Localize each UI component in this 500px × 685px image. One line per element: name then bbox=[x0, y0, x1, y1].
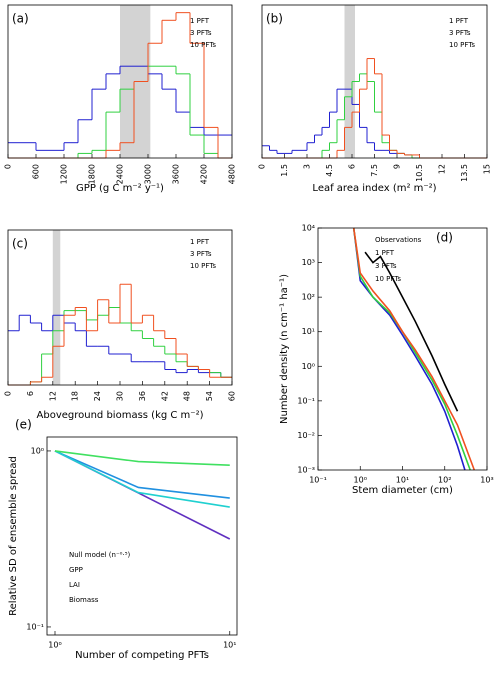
x-tick-label: 60 bbox=[228, 391, 237, 401]
panel-label: (c) bbox=[12, 237, 28, 251]
x-tick-label: 10² bbox=[438, 476, 451, 485]
x-tick-label: 0 bbox=[4, 391, 13, 396]
x-tick-label: 10¹ bbox=[223, 641, 236, 650]
y-axis-label: Relative SD of ensemble spread bbox=[8, 456, 19, 616]
x-tick-label: 24 bbox=[93, 391, 102, 401]
line-series bbox=[54, 450, 230, 499]
plot-frame bbox=[46, 436, 238, 636]
legend-entry: 1 PFT bbox=[190, 238, 210, 246]
y-tick-label: 10² bbox=[302, 293, 315, 302]
reference-band bbox=[52, 230, 61, 385]
legend-entry: 3 PFTs bbox=[449, 29, 471, 37]
line-series bbox=[352, 227, 476, 471]
x-tick-label: 4800 bbox=[228, 164, 237, 184]
line-series bbox=[352, 227, 466, 471]
line-series bbox=[364, 251, 459, 412]
legend-entry: 10 PFTs bbox=[375, 275, 401, 283]
legend-entry: 10 PFTs bbox=[190, 262, 216, 270]
x-tick-label: 30 bbox=[116, 391, 125, 401]
x-tick-label: 10⁰ bbox=[48, 641, 61, 650]
x-tick-label: 600 bbox=[32, 164, 41, 179]
x-tick-label: 10¹ bbox=[396, 476, 409, 485]
x-tick-label: 4.5 bbox=[325, 164, 334, 177]
x-axis-label: Aboveground biomass (kg C m⁻²) bbox=[37, 410, 204, 421]
y-tick-label: 10⁰ bbox=[302, 362, 315, 371]
x-tick-label: 7.5 bbox=[370, 164, 379, 177]
x-tick-label: 1800 bbox=[88, 164, 97, 184]
y-tick-label: 10¹ bbox=[302, 327, 315, 336]
y-tick-label: 10⁻¹ bbox=[26, 622, 44, 631]
panel-label: (e) bbox=[15, 418, 32, 432]
x-tick-label: 12 bbox=[438, 164, 447, 174]
legend-entry: 10 PFTs bbox=[449, 41, 475, 49]
x-tick-label: 1.5 bbox=[280, 164, 289, 177]
x-tick-label: 3600 bbox=[172, 164, 181, 184]
x-tick-label: 42 bbox=[160, 391, 169, 401]
legend-entry: LAI bbox=[69, 581, 80, 589]
x-tick-label: 4200 bbox=[200, 164, 209, 184]
x-tick-label: 10⁰ bbox=[354, 476, 367, 485]
y-axis-label: Number density (n cm⁻¹ ha⁻¹) bbox=[279, 274, 290, 424]
x-tick-label: 10³ bbox=[480, 476, 493, 485]
y-tick-label: 10⁰ bbox=[31, 446, 44, 455]
x-tick-label: 10.5 bbox=[415, 164, 424, 182]
x-tick-label: 54 bbox=[205, 391, 214, 401]
x-axis-label: Number of competing PFTs bbox=[75, 650, 209, 661]
legend-entry: 3 PFTs bbox=[190, 29, 212, 37]
reference-band bbox=[344, 5, 355, 158]
plot-frame bbox=[317, 227, 488, 471]
x-tick-label: 18 bbox=[71, 391, 80, 401]
y-tick-label: 10³ bbox=[302, 258, 315, 267]
legend-entry: 3 PFTs bbox=[190, 250, 212, 258]
legend-entry: 1 PFT bbox=[375, 249, 395, 257]
legend-entry: Biomass bbox=[69, 596, 99, 604]
x-tick-label: 12 bbox=[48, 391, 57, 401]
line-series bbox=[54, 450, 230, 466]
y-tick-label: 10⁻³ bbox=[297, 466, 315, 475]
x-tick-label: 10⁻¹ bbox=[309, 476, 327, 485]
plot-frame bbox=[7, 229, 233, 386]
plot-frame bbox=[7, 4, 233, 159]
plot-frame bbox=[261, 4, 488, 159]
legend-entry: 10 PFTs bbox=[190, 41, 216, 49]
legend-entry: Observations bbox=[375, 236, 422, 244]
panel-label: (b) bbox=[266, 12, 283, 26]
x-tick-label: 0 bbox=[258, 164, 267, 169]
x-tick-label: 6 bbox=[26, 391, 35, 396]
panel-label: (d) bbox=[436, 231, 453, 245]
x-tick-label: 2400 bbox=[116, 164, 125, 184]
x-tick-label: 0 bbox=[4, 164, 13, 169]
legend-entry: Null model (n⁻⁰·⁵) bbox=[69, 551, 131, 559]
x-axis-label: Leaf area index (m² m⁻²) bbox=[312, 183, 436, 194]
panel-label: (a) bbox=[12, 12, 29, 26]
x-tick-label: 1200 bbox=[60, 164, 69, 184]
y-tick-label: 10⁴ bbox=[302, 224, 315, 233]
x-axis-label: GPP (g C m⁻² y⁻¹) bbox=[76, 183, 164, 194]
y-tick-label: 10⁻² bbox=[297, 431, 315, 440]
legend-entry: 1 PFT bbox=[449, 17, 469, 25]
x-tick-label: 3 bbox=[303, 164, 312, 169]
line-series bbox=[54, 450, 230, 508]
x-tick-label: 15 bbox=[483, 164, 492, 174]
x-tick-label: 36 bbox=[138, 391, 147, 401]
x-tick-label: 6 bbox=[348, 164, 357, 169]
y-tick-label: 10⁻¹ bbox=[297, 396, 315, 405]
x-tick-label: 13.5 bbox=[460, 164, 469, 182]
x-tick-label: 3000 bbox=[144, 164, 153, 184]
x-axis-label: Stem diameter (cm) bbox=[352, 485, 453, 496]
legend-entry: GPP bbox=[69, 566, 83, 574]
legend-entry: 3 PFTs bbox=[375, 262, 397, 270]
legend-entry: 1 PFT bbox=[190, 17, 210, 25]
x-tick-label: 48 bbox=[183, 391, 192, 401]
x-tick-label: 9 bbox=[393, 164, 402, 169]
